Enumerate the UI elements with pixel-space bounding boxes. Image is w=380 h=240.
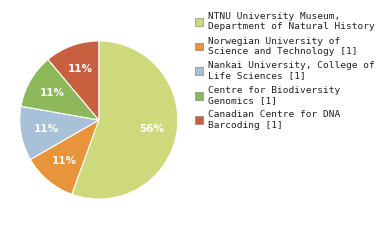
Wedge shape xyxy=(48,41,99,120)
Wedge shape xyxy=(72,41,178,199)
Text: 11%: 11% xyxy=(33,124,59,134)
Text: 11%: 11% xyxy=(68,65,93,74)
Text: 11%: 11% xyxy=(40,88,65,98)
Text: 11%: 11% xyxy=(52,156,77,166)
Wedge shape xyxy=(21,60,99,120)
Wedge shape xyxy=(20,106,99,160)
Wedge shape xyxy=(30,120,99,194)
Legend: NTNU University Museum,
Department of Natural History [5], Norwegian University : NTNU University Museum, Department of Na… xyxy=(195,12,380,130)
Text: 56%: 56% xyxy=(139,124,164,134)
